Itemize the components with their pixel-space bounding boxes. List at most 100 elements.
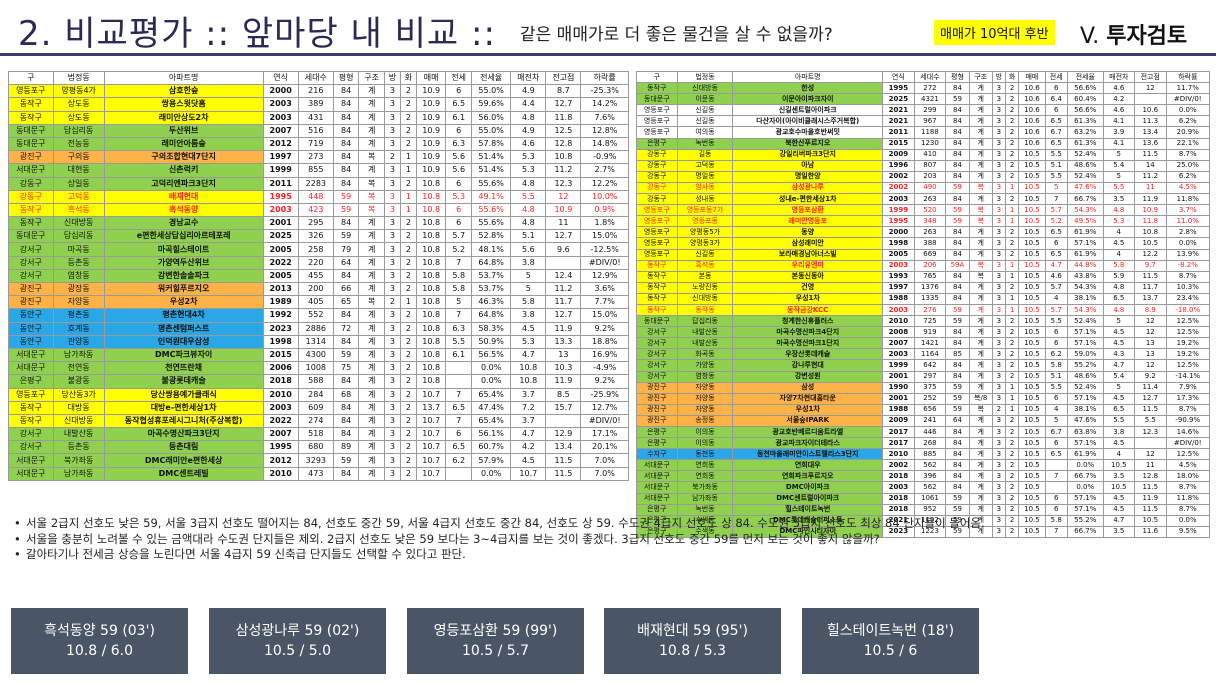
table-cell: 삼성: [732, 381, 883, 394]
table-cell: 2: [399, 374, 417, 389]
table-cell: 강서구: [636, 337, 678, 350]
table-cell: 11.2: [545, 163, 582, 178]
table-cell: 고덕리엔파크3단지: [103, 176, 264, 191]
column-header: 세대수: [913, 70, 947, 84]
table-cell: 2013: [262, 281, 299, 297]
table-row: 강동구 고덕동 배재현대 1995 448 59 복 3 1 10.8 5.3 49.1% 5.5 12 1…: [8, 189, 629, 204]
table-cell: 5.4: [1102, 159, 1136, 172]
table-cell: 10.3: [545, 361, 582, 376]
table-cell: 84: [332, 123, 360, 138]
table-cell: 5.3: [1102, 215, 1136, 228]
table-cell: 천연뜨란채: [103, 361, 264, 376]
table-cell: 신길동: [676, 115, 734, 128]
table-cell: 56.1%: [470, 427, 512, 442]
table-cell: 계: [358, 308, 385, 323]
table-cell: 남가좌동: [676, 492, 734, 505]
table-cell: 10.8: [510, 374, 547, 389]
candidate-card[interactable]: 삼성광나루 59 (02') 10.5 / 5.0: [209, 608, 386, 674]
table-cell: 4: [1102, 448, 1136, 461]
table-cell: 고덕동: [676, 159, 734, 172]
table-cell: -25.3%: [580, 84, 629, 99]
table-cell: 강동구: [636, 170, 678, 183]
table-cell: 25.0%: [1165, 159, 1211, 172]
table-row: 강동구 고덕동 아남 1996 807 84 계 3 2 10.5 5.1 48.6% 5.4 14 25.…: [636, 159, 1211, 172]
table-cell: 3: [991, 137, 1006, 150]
table-cell: 마곡힐스테이트: [103, 242, 264, 257]
table-cell: 2: [1004, 315, 1020, 328]
candidate-card[interactable]: 흑석동양 59 (03') 10.8 / 6.0: [11, 608, 188, 674]
table-cell: 12: [1134, 326, 1167, 339]
table-cell: 강서구: [8, 268, 54, 284]
table-cell: 자양동: [676, 381, 734, 394]
table-cell: 계: [358, 268, 385, 284]
table-row: 동대문구 이문동 이문아이파크자이 2025 4321 59 계 3 2 10.6 6.4 60.4%…: [636, 93, 1211, 106]
table-cell: 5.6: [510, 242, 547, 257]
table-cell: 3: [991, 392, 1006, 405]
table-cell: 2010: [881, 448, 915, 461]
table-row: 서대문구 남가좌동 DMC센트럴아이파크 2018 1061 59 계 3 2 10.5 6 57.1…: [636, 492, 1211, 505]
table-row: 동대문구 답십리동 두산위브 2007 516 84 계 3 2 10.9 6 55.0% 4.9 12.…: [8, 123, 629, 138]
table-cell: 1999: [881, 359, 915, 372]
table-cell: 10.7: [415, 453, 447, 468]
table-cell: 84: [945, 359, 970, 372]
table-cell: 59: [945, 303, 970, 317]
table-cell: 7: [445, 387, 472, 402]
table-cell: 3: [991, 337, 1006, 350]
table-row: 영등포구 영등포동7가 영등포삼환 1999 520 59 복 3 1 10.5 5.7 54.3% 4…: [636, 204, 1211, 217]
table-cell: 연희동: [676, 459, 734, 472]
table-cell: 3: [991, 381, 1006, 394]
candidate-card-title: 영등포삼환 59 (99'): [433, 623, 558, 639]
table-cell: 10.5: [1018, 437, 1046, 450]
table-row: 은평구 이의동 광교호반베르디움트라엘 2017 446 84 계 3 2 10.5 6.7 63.8…: [636, 425, 1211, 439]
table-cell: 2005: [262, 268, 299, 284]
table-cell: 84: [945, 126, 970, 139]
table-cell: 4.8: [510, 216, 547, 231]
table-row: 강동구 명일동 명일한양 2002 203 84 계 3 2 10.5 5.5 52.4% 5 11.2 6…: [636, 170, 1211, 183]
candidate-card[interactable]: 배재현대 59 (95') 10.8 / 5.3: [604, 608, 781, 674]
table-cell: 7.9%: [1165, 381, 1211, 394]
table-row: 동안구 호계동 평촌센텀퍼스트 2023 2886 72 계 3 2 10.8 6.3 58.3% 4.…: [8, 321, 629, 336]
table-cell: 2018: [881, 492, 915, 505]
table-cell: 84: [945, 226, 970, 239]
table-cell: 3: [383, 84, 401, 99]
table-cell: 263: [913, 226, 947, 239]
table-cell: 2003: [262, 202, 299, 218]
table-cell: 동천마을래미안이스트팰리스3단지: [732, 448, 883, 461]
table-cell: 47.4%: [470, 400, 512, 415]
table-cell: 이문아이파크자이: [732, 93, 883, 106]
table-cell: 4.2: [1102, 93, 1136, 106]
table-cell: 구의동: [52, 150, 105, 165]
table-cell: 0.0%: [1066, 481, 1104, 494]
table-cell: 299: [913, 104, 947, 117]
table-cell: 13.7: [1134, 292, 1167, 305]
column-header: 구조: [358, 70, 385, 86]
table-cell: 계: [968, 459, 993, 472]
table-cell: 1995: [262, 189, 299, 204]
table-cell: 12.5%: [1165, 326, 1211, 339]
table-cell: 동대문구: [8, 229, 54, 244]
table-row: 강서구 내발산동 마곡수명산파크4단지 2008 919 84 계 3 2 10.5 6 57.1% 4…: [636, 326, 1211, 339]
table-row: 동안구 평촌동 평촌현대4차 1992 552 84 계 3 2 10.8 7 64.8% 3.8 12.…: [8, 308, 629, 323]
table-cell: 양평동4가: [52, 84, 105, 99]
table-cell: 5.2: [1044, 215, 1068, 228]
table-cell: 10.7: [415, 440, 447, 455]
table-cell: 55.6%: [470, 176, 512, 191]
table-cell: 3: [383, 123, 401, 138]
table-cell: 5: [1102, 381, 1136, 394]
table-cell: 2: [1004, 359, 1020, 372]
table-cell: 10.5: [1018, 481, 1046, 494]
table-cell: 11.5: [1134, 403, 1167, 416]
table-cell: 계: [358, 334, 385, 349]
table-cell: 5.5: [445, 334, 472, 349]
table-row: 서대문구 남가좌동 DMC파크뷰자이 2015 4300 59 계 3 2 10.8 6.1 56.5…: [8, 347, 629, 363]
table-cell: 10.8: [415, 374, 447, 389]
table-cell: 1008: [297, 361, 334, 376]
table-row: 영등포구 양평동4가 삼호한숲 2000 216 84 계 3 2 10.9 6 55.0% 4.9 8.…: [8, 84, 629, 99]
table-cell: 44.8%: [1066, 259, 1104, 272]
candidate-card[interactable]: 영등포삼환 59 (99') 10.5 / 5.7: [407, 608, 584, 674]
table-cell: 52.8%: [470, 229, 512, 244]
table-cell: 2018: [262, 374, 299, 389]
table-cell: 12.7: [545, 229, 582, 244]
candidate-card[interactable]: 힐스테이트녹번 (18') 10.5 / 6: [802, 608, 979, 674]
table-cell: 15.0%: [580, 229, 629, 244]
